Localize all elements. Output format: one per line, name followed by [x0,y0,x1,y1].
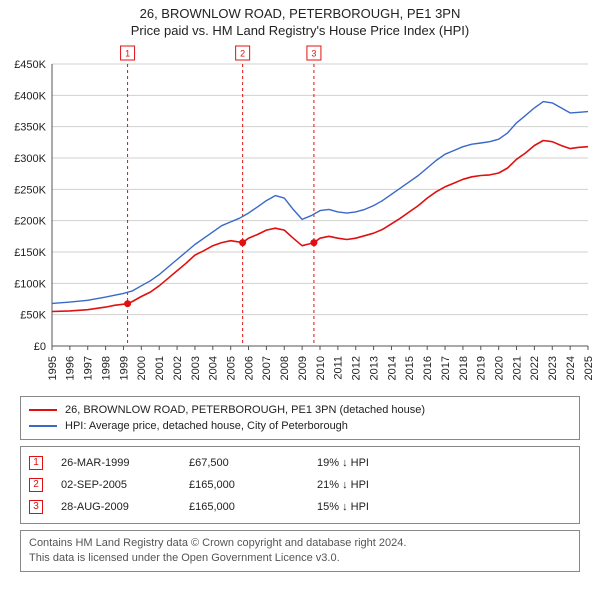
x-tick-label: 2025 [583,356,595,380]
sale-marker-index: 2 [240,49,245,59]
sale-row-date: 26-MAR-1999 [61,457,171,469]
x-tick-label: 2022 [529,356,541,380]
sale-row-delta: 21% ↓ HPI [317,479,427,491]
x-tick-label: 1997 [83,356,95,380]
sale-row-price: £165,000 [189,501,299,513]
y-tick-label: £150K [14,247,46,259]
x-tick-label: 2008 [279,356,291,380]
x-tick-label: 2000 [136,356,148,380]
x-tick-label: 1999 [118,356,130,380]
sale-row-marker: 1 [29,456,43,470]
sale-marker-dot [239,239,246,246]
x-tick-label: 2023 [547,356,559,380]
sale-row-delta: 19% ↓ HPI [317,457,427,469]
sale-row-delta: 15% ↓ HPI [317,501,427,513]
sale-row-date: 02-SEP-2005 [61,479,171,491]
x-tick-label: 2017 [440,356,452,380]
x-tick-label: 2012 [351,356,363,380]
x-tick-label: 2007 [261,356,273,380]
y-tick-label: £0 [34,341,46,353]
x-tick-label: 2013 [368,356,380,380]
sale-marker-dot [310,239,317,246]
y-tick-label: £50K [20,310,46,322]
sale-row-marker: 2 [29,478,43,492]
x-tick-label: 2014 [386,356,398,380]
chart-titles: 26, BROWNLOW ROAD, PETERBOROUGH, PE1 3PN… [0,0,600,38]
legend-item: HPI: Average price, detached house, City… [29,418,571,434]
chart-container: £0 £50K £100K £150K £200K £250K £300K £350K £400… [0,38,600,390]
sale-marker-index: 3 [311,49,316,59]
sale-marker-dot [124,300,131,307]
x-tick-label: 2009 [297,356,309,380]
sale-row-price: £165,000 [189,479,299,491]
x-tick-label: 2006 [243,356,255,380]
price-chart: £0 £50K £100K £150K £200K £250K £300K £350K £400… [0,38,600,390]
x-tick-label: 2015 [404,356,416,380]
y-tick-label: £400K [14,90,46,102]
x-tick-label: 2010 [315,356,327,380]
y-tick-label: £350K [14,122,46,134]
x-tick-label: 2001 [154,356,166,380]
sales-table: 1 26-MAR-1999 £67,500 19% ↓ HPI 2 02-SEP-2005… [20,446,580,524]
legend-item: 26, BROWNLOW ROAD, PETERBOROUGH, PE1 3PN… [29,402,571,418]
sale-row: 3 28-AUG-2009 £165,000 15% ↓ HPI [29,496,571,518]
sale-row-marker: 3 [29,500,43,514]
x-tick-label: 1996 [65,356,77,380]
y-tick-label: £100K [14,278,46,290]
sale-row-date: 28-AUG-2009 [61,501,171,513]
legend-label: HPI: Average price, detached house, City… [65,420,348,432]
sale-row: 2 02-SEP-2005 £165,000 21% ↓ HPI [29,474,571,496]
x-tick-label: 2003 [190,356,202,380]
x-tick-label: 2004 [208,356,220,380]
attribution-footer: Contains HM Land Registry data © Crown c… [20,530,580,572]
sale-marker-index: 1 [125,49,130,59]
title-address: 26, BROWNLOW ROAD, PETERBOROUGH, PE1 3PN [0,6,600,21]
x-tick-label: 1995 [47,356,59,380]
y-tick-label: £200K [14,216,46,228]
footer-line1: Contains HM Land Registry data © Crown c… [29,536,571,551]
x-tick-label: 2021 [511,356,523,380]
x-tick-label: 1998 [100,356,112,380]
legend-label: 26, BROWNLOW ROAD, PETERBOROUGH, PE1 3PN… [65,404,425,416]
x-tick-label: 2005 [226,356,238,380]
footer-line2: This data is licensed under the Open Gov… [29,551,571,566]
x-tick-label: 2020 [494,356,506,380]
y-tick-label: £300K [14,153,46,165]
x-tick-label: 2016 [422,356,434,380]
legend-swatch [29,409,57,411]
sale-row-price: £67,500 [189,457,299,469]
x-tick-label: 2024 [565,356,577,380]
x-tick-label: 2018 [458,356,470,380]
title-subtitle: Price paid vs. HM Land Registry's House … [0,23,600,38]
y-tick-label: £450K [14,59,46,71]
legend-swatch [29,425,57,427]
x-tick-label: 2019 [476,356,488,380]
x-tick-label: 2002 [172,356,184,380]
legend: 26, BROWNLOW ROAD, PETERBOROUGH, PE1 3PN… [20,396,580,440]
y-tick-label: £250K [14,184,46,196]
x-tick-label: 2011 [333,356,345,380]
sale-row: 1 26-MAR-1999 £67,500 19% ↓ HPI [29,452,571,474]
